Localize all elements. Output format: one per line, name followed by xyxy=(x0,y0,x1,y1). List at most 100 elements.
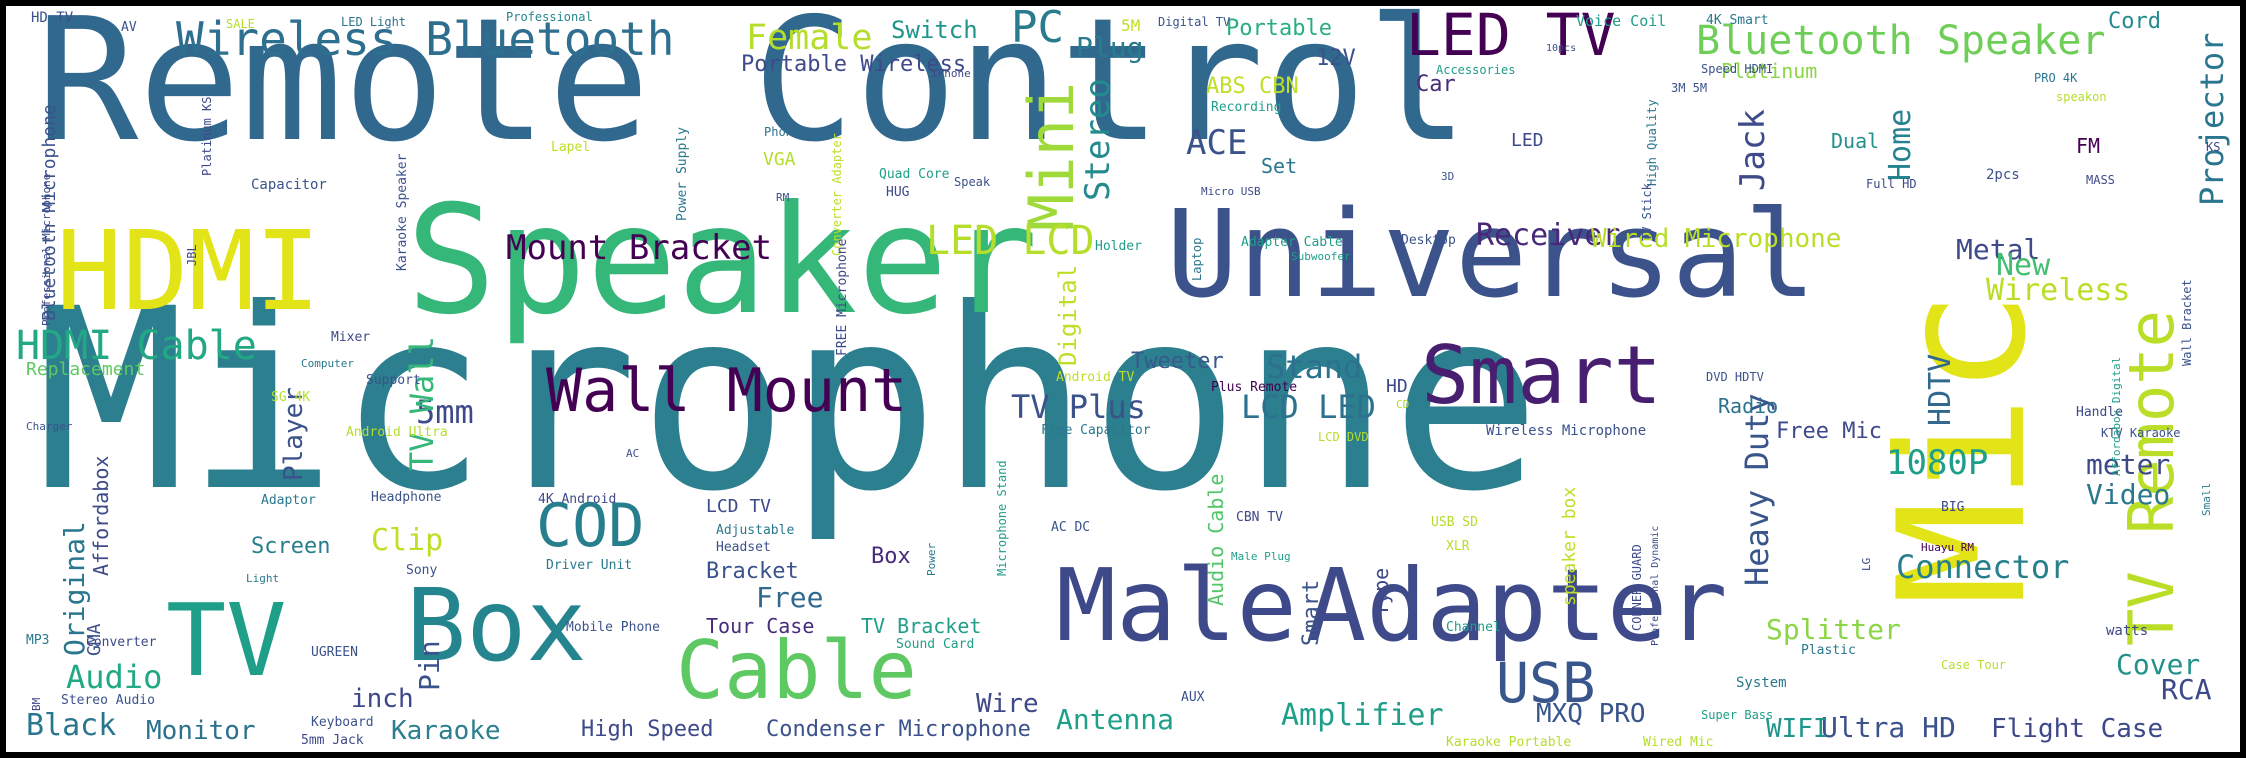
word-smart: Smart xyxy=(1299,579,1324,646)
word-support: Support xyxy=(366,373,421,388)
word-hd-tv: HD TV xyxy=(31,10,74,26)
word-pin: Pin xyxy=(413,640,446,691)
word-audio-cable: Audio Cable xyxy=(1204,473,1228,606)
word-voice-coil: Voice Coil xyxy=(1576,12,1667,30)
word-switch: Switch xyxy=(891,16,978,44)
word-recording: Recording xyxy=(1211,100,1282,115)
word-mobile-phone: Mobile Phone xyxy=(566,620,660,635)
word-system: System xyxy=(1736,675,1787,691)
word-clip: Clip xyxy=(371,523,444,558)
word-sound-card: Sound Card xyxy=(896,637,975,652)
word-ktv-karaoke: KTV Karaoke xyxy=(2101,426,2181,440)
word-quad-core: Quad Core xyxy=(879,167,950,182)
word-corner-guard: CORNER GUARD xyxy=(1630,544,1644,631)
word-cbn-tv: CBN TV xyxy=(1236,510,1283,525)
word-mount-bracket: Mount Bracket xyxy=(506,228,773,268)
word-condenser-microphone: Condenser Microphone xyxy=(766,717,1031,742)
word-led-light: LED Light xyxy=(341,15,407,29)
word-mass: MASS xyxy=(2086,173,2115,187)
word-12v: 12V xyxy=(1316,46,1356,71)
word-ac-dc: AC DC xyxy=(1051,520,1091,535)
word-cover: Cover xyxy=(2116,648,2201,681)
word-speaker-box: speaker box xyxy=(1559,486,1580,606)
word-phone: Phone xyxy=(764,125,801,139)
word-converter-adapter: Converter Adapter xyxy=(830,133,844,256)
word-cloud: Microphone Remote Control Mic Speaker Univer… xyxy=(6,6,2240,752)
word-antenna: Antenna xyxy=(1056,703,1175,736)
word-remote-control: Remote Control xyxy=(36,6,1469,180)
word-type: Type xyxy=(1369,567,1393,616)
word-hdmi: HDMI xyxy=(56,207,321,335)
word-adapter-cable: Adapter Cable xyxy=(1241,235,1343,250)
word-ultra-hd: Ultra HD xyxy=(1821,711,1956,744)
word-mp3: MP3 xyxy=(26,633,50,648)
word-cable: Cable xyxy=(676,624,917,717)
word-hdtv: HDTV xyxy=(1923,353,1958,426)
word-abs-cbn: ABS CBN xyxy=(1206,74,1299,99)
word-bluetooth-speaker: Bluetooth Speaker xyxy=(1696,18,2106,64)
word-ugreen: UGREEN xyxy=(311,645,358,660)
word-handle: Handle xyxy=(2076,405,2123,420)
word-charger: Charger xyxy=(26,420,73,433)
word-karaoke-speaker: Karaoke Speaker xyxy=(395,153,410,271)
word-4k-smart: 4K Smart xyxy=(1706,13,1769,28)
word-wifi: WIFI xyxy=(1766,714,1829,744)
word-wireless: Wireless xyxy=(1986,273,2131,308)
word-audio: Audio xyxy=(66,658,163,696)
word-wall-bracket: Wall Bracket xyxy=(2180,279,2194,366)
word-computer: Computer xyxy=(301,357,354,370)
word-5mm-jack: 5mm Jack xyxy=(301,733,364,748)
word-5m: 5M xyxy=(1121,16,1141,35)
word-android-ultra: Android Ultra xyxy=(346,425,448,440)
word-radio: Radio xyxy=(1718,394,1779,418)
word-sony: Sony xyxy=(406,563,438,578)
word-affordabox-digital: Affordabox Digital xyxy=(2110,356,2123,476)
word-holder: Holder xyxy=(1095,239,1142,254)
word-digital: Digital xyxy=(1054,264,1082,366)
word-box: Box xyxy=(871,544,911,569)
word-ks: KS xyxy=(2206,140,2221,154)
word-dual: Dual xyxy=(1831,129,1880,153)
word-hd: HD xyxy=(1386,376,1408,397)
word-power: Power xyxy=(925,542,938,576)
word-tour-case: Tour Case xyxy=(706,614,815,638)
word-plastic: Plastic xyxy=(1801,643,1856,658)
word-cod: COD xyxy=(536,491,645,561)
word-wireless-bluetooth: Wireless Bluetooth xyxy=(176,12,675,66)
word-wired-microphone: Wired Microphone xyxy=(1591,224,1842,254)
word-portable-wireless: Portable Wireless xyxy=(741,52,967,77)
word-hdmi-cable: HDMI Cable xyxy=(16,323,257,369)
word-headphone: Headphone xyxy=(371,490,442,505)
word-power-supply: Power Supply xyxy=(675,127,690,221)
word-usb: USB xyxy=(1496,651,1596,715)
word-sg-4k: SG 4K xyxy=(271,390,311,405)
word-professional: Professional xyxy=(506,10,593,24)
word-splitter: Splitter xyxy=(1766,613,1901,646)
word-receiver: Receiver xyxy=(1476,218,1621,253)
word-meter: meter xyxy=(2086,448,2171,481)
word-set: Set xyxy=(1261,154,1298,178)
word-stereo-audio: Stereo Audio xyxy=(61,693,155,708)
word-new: New xyxy=(1996,248,2051,283)
word-accessories: Accessories xyxy=(1436,63,1516,77)
word-microphone-stand: Microphone Stand xyxy=(995,460,1009,576)
word-karaoke-portable: Karaoke Portable xyxy=(1446,735,1572,750)
word-jbl: JBL xyxy=(185,244,199,266)
word-ace: ACE xyxy=(1186,123,1248,163)
word-free-microphone: FREE Microphone xyxy=(835,238,850,356)
word-platinum: Platinum xyxy=(1721,59,1818,83)
word-mini: Mini xyxy=(1015,81,1088,231)
word-smart: Smart xyxy=(1421,329,1662,422)
word-led: LED xyxy=(1511,130,1544,151)
word-heavy-duty: Heavy Duty xyxy=(1738,393,1776,586)
word-cord: Cord xyxy=(2108,9,2161,34)
word-wireless-microphone: Wireless Microphone xyxy=(1486,423,1647,439)
word-3m-5m: 3M 5M xyxy=(1671,81,1708,95)
word-free-mic: Free Mic xyxy=(1776,419,1882,444)
word-wall-mount: Wall Mount xyxy=(546,356,908,426)
word-capacitor: Capacitor xyxy=(251,177,327,193)
word-speaker: Speaker xyxy=(406,174,1039,348)
word-wire: Wire xyxy=(976,689,1039,719)
word-4k-android: 4K Android xyxy=(538,492,617,507)
word-light: Light xyxy=(246,572,280,585)
